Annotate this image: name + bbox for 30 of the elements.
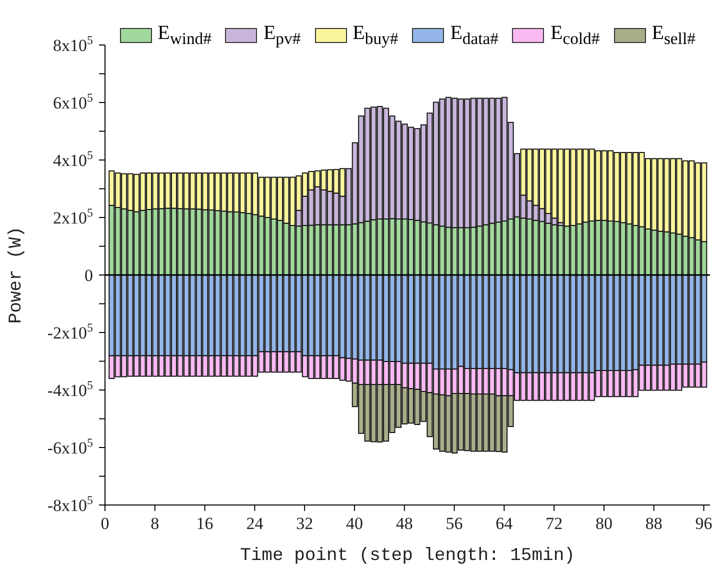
y-tick-label: -6x10$^{5}$ [47, 436, 94, 458]
x-tick-label: 48 [396, 514, 413, 533]
y-tick-label: -4x10$^{5}$ [47, 378, 94, 400]
y-tick-label: -8x10$^{5}$ [47, 493, 94, 515]
x-tick-label: 96 [695, 514, 712, 533]
x-tick-label: 16 [196, 514, 214, 533]
y-tick-label: -2x10$^{5}$ [47, 320, 94, 342]
y-axis-title: Power (W) [6, 226, 26, 324]
legend-label: E$_{pv#}$ [263, 22, 301, 49]
x-tick-label: 64 [496, 514, 514, 533]
legend-label: E$_{buy#}$ [352, 22, 398, 49]
x-tick-label: 0 [100, 514, 110, 533]
legend-label: E$_{cold#}$ [550, 22, 600, 49]
legend-label: E$_{data#}$ [450, 22, 498, 49]
x-tick-label: 80 [595, 514, 612, 533]
y-tick-label: 4x10$^{5}$ [53, 148, 94, 170]
x-axis-title: Time point (step length: 15min) [240, 546, 575, 566]
y-tick-label: 0 [84, 266, 93, 285]
x-tick-label: 32 [296, 514, 314, 533]
y-tick-label: 2x10$^{5}$ [53, 206, 94, 228]
x-tick-label: 56 [446, 514, 463, 533]
x-tick-label: 88 [645, 514, 662, 533]
y-tick-label: 6x10$^{5}$ [53, 90, 94, 112]
y-tick-label: 8x10$^{5}$ [53, 33, 94, 55]
legend-label: E$_{wind#}$ [158, 22, 212, 49]
x-tick-label: 8 [150, 514, 160, 533]
x-tick-label: 72 [546, 514, 563, 533]
x-tick-label: 24 [246, 514, 264, 533]
legend-label: E$_{sell#}$ [652, 22, 696, 49]
x-tick-label: 40 [346, 514, 363, 533]
